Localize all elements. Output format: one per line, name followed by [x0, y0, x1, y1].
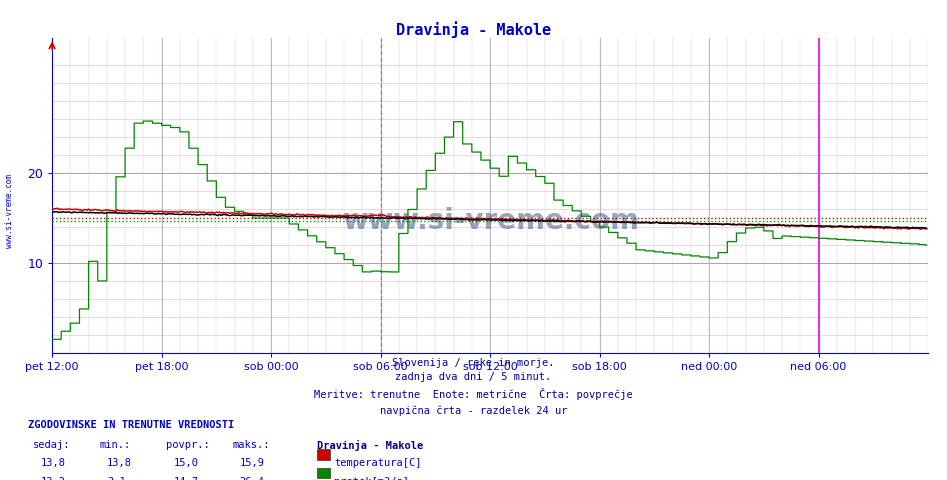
Text: 14,7: 14,7 — [173, 477, 198, 480]
Text: Dravinja - Makole: Dravinja - Makole — [396, 22, 551, 38]
Text: 26,4: 26,4 — [240, 477, 264, 480]
Text: www.si-vreme.com: www.si-vreme.com — [342, 207, 638, 235]
Text: ZGODOVINSKE IN TRENUTNE VREDNOSTI: ZGODOVINSKE IN TRENUTNE VREDNOSTI — [28, 420, 235, 430]
Text: 15,9: 15,9 — [240, 458, 264, 468]
Text: 13,2: 13,2 — [41, 477, 65, 480]
Text: Dravinja - Makole: Dravinja - Makole — [317, 440, 423, 451]
Text: 13,8: 13,8 — [41, 458, 65, 468]
Text: 15,0: 15,0 — [173, 458, 198, 468]
Text: www.si-vreme.com: www.si-vreme.com — [5, 174, 14, 248]
Text: sedaj:: sedaj: — [33, 440, 71, 450]
Text: min.:: min.: — [99, 440, 131, 450]
Text: Slovenija / reke in morje.
zadnja dva dni / 5 minut.
Meritve: trenutne  Enote: m: Slovenija / reke in morje. zadnja dva dn… — [314, 358, 633, 416]
Text: maks.:: maks.: — [232, 440, 270, 450]
Text: 3,1: 3,1 — [107, 477, 126, 480]
Text: pretok[m3/s]: pretok[m3/s] — [334, 477, 409, 480]
Text: temperatura[C]: temperatura[C] — [334, 458, 421, 468]
Text: 13,8: 13,8 — [107, 458, 132, 468]
Text: povpr.:: povpr.: — [166, 440, 209, 450]
